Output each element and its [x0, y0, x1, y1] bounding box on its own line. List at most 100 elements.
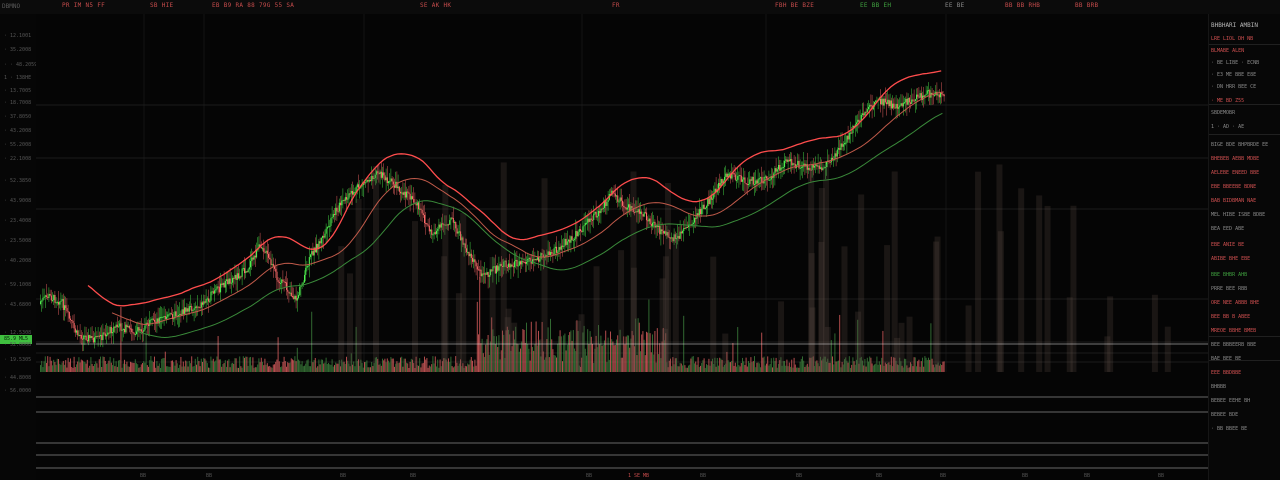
candle-body — [533, 259, 535, 261]
volume-bar — [692, 356, 694, 372]
sidebar-row[interactable]: EBE BBEEBE BDNE — [1211, 184, 1257, 190]
sidebar-row[interactable]: · ME BD Z55 — [1211, 98, 1245, 104]
volume-bar — [940, 363, 941, 372]
volume-bar — [545, 357, 547, 372]
candle-body — [923, 95, 925, 97]
toolbar-item[interactable]: EB B9 RA 88 79G 55 SA — [212, 2, 295, 9]
sidebar-row[interactable]: ABIBE BHE EBE — [1211, 256, 1251, 262]
toolbar-item[interactable]: FBH BE BZE — [775, 2, 815, 9]
sidebar-row[interactable]: BEBEE BDE — [1211, 412, 1239, 418]
candle-body — [221, 283, 223, 285]
sidebar-row[interactable]: BHEBEB AEBB MDBE — [1211, 156, 1260, 162]
candle-body — [112, 332, 114, 334]
volume-bar — [304, 365, 305, 372]
candle-body — [53, 294, 55, 301]
sidebar-row[interactable]: MEL HIBE ISBE BDBE — [1211, 212, 1266, 218]
candle-body — [757, 178, 759, 184]
sidebar-row[interactable]: EEE BBDBBE — [1211, 370, 1242, 376]
sidebar-row[interactable]: ORE NEE ABBB BHE — [1211, 300, 1260, 306]
candle-body — [568, 239, 570, 242]
volume-bar — [227, 360, 229, 372]
volume-bar — [536, 345, 538, 372]
sidebar-row[interactable]: 1 · AD · AE — [1211, 124, 1245, 130]
sidebar-row[interactable]: MREOE BBHE BMEB — [1211, 328, 1257, 334]
candle-body — [143, 330, 145, 332]
toolbar-item[interactable]: EE BE — [945, 2, 965, 9]
sidebar-row[interactable]: · BB BBEE BE — [1211, 426, 1248, 432]
volume-bar — [750, 357, 752, 372]
candle-body — [326, 226, 328, 229]
volume-bar — [83, 361, 85, 372]
sidebar-row[interactable]: BAB BIDBMAN NAE — [1211, 198, 1257, 204]
sidebar-row[interactable]: · DN HRR BEE CE — [1211, 84, 1257, 90]
volume-bar — [752, 361, 754, 372]
volume-bar — [196, 364, 197, 372]
candle-body — [770, 176, 772, 180]
candle-body — [504, 260, 506, 262]
volume-bar — [975, 171, 982, 372]
candle-body — [248, 267, 250, 270]
volume-bar — [625, 336, 627, 372]
candle-body — [52, 300, 54, 302]
volume-bar — [942, 361, 944, 372]
sidebar-row[interactable]: BBE BHBR AHB — [1211, 272, 1248, 278]
time-axis-label: BB — [1022, 473, 1029, 479]
sidebar-row[interactable]: · E3 ME BBE E8E — [1211, 72, 1257, 78]
volume-bar — [290, 358, 292, 372]
candle-body — [763, 177, 765, 184]
sidebar-row[interactable]: AELEBE ENEED BBE — [1211, 170, 1260, 176]
chart-background — [36, 14, 1208, 480]
toolbar-item[interactable]: FR — [612, 2, 620, 9]
volume-bar — [887, 363, 889, 372]
candle-body — [869, 104, 871, 107]
sidebar-row[interactable]: SBDEMOBR — [1211, 110, 1236, 116]
price-axis-label: · 23.4008 — [4, 218, 32, 224]
volume-bar — [853, 361, 855, 372]
sidebar-row[interactable]: BAE BEE BE — [1211, 356, 1242, 362]
sidebar-row[interactable]: LRE LIOL DH NB — [1211, 36, 1254, 42]
volume-bar — [860, 356, 862, 372]
sidebar-row[interactable]: BLMABE ALEN — [1211, 48, 1245, 54]
sidebar-row[interactable]: BEE BBBEERB BBE — [1211, 342, 1257, 348]
candle-body — [906, 98, 908, 105]
candlestick-chart[interactable] — [36, 14, 1208, 480]
candle-body — [72, 320, 74, 324]
toolbar-item[interactable]: BB BRB — [1075, 2, 1099, 9]
volume-bar — [920, 361, 922, 372]
candle-body — [456, 228, 458, 234]
sidebar-row[interactable]: EBE ANIE BE — [1211, 242, 1245, 248]
volume-bar — [620, 357, 622, 372]
volume-bar — [413, 363, 415, 372]
volume-bar — [557, 343, 559, 372]
volume-bar — [76, 364, 77, 372]
volume-bar — [737, 327, 739, 372]
volume-bar — [581, 357, 583, 372]
sidebar-row[interactable]: BEE BB B ABEE — [1211, 314, 1251, 320]
volume-bar — [469, 359, 471, 372]
candle-body — [671, 237, 673, 239]
candle-body — [686, 226, 688, 228]
candle-body — [188, 306, 190, 312]
toolbar-item[interactable]: BB BB RHB — [1005, 2, 1041, 9]
volume-bar — [941, 364, 943, 372]
sidebar-row[interactable]: BEBEE EEHE BH — [1211, 398, 1251, 404]
sidebar-row[interactable]: BEA EED ABE — [1211, 226, 1245, 232]
sidebar-row[interactable]: PRRE BEE RBB — [1211, 286, 1248, 292]
toolbar-item[interactable]: PR IM N5 FF — [62, 2, 106, 9]
candle-body — [319, 241, 321, 244]
sidebar-row[interactable]: BIGE BDE BHPBRDE EE — [1211, 142, 1269, 148]
volume-bar — [524, 342, 526, 372]
volume-bar — [1066, 297, 1073, 372]
volume-bar — [943, 361, 945, 372]
sidebar-row[interactable]: BHBBB — [1211, 384, 1227, 390]
toolbar-item[interactable]: SE AK HK — [420, 2, 452, 9]
volume-bar — [322, 359, 323, 372]
candle-body — [580, 229, 582, 232]
candle-body — [47, 296, 49, 298]
sidebar-row[interactable]: · BE LIBE · ECNB — [1211, 60, 1260, 66]
toolbar-item[interactable]: EE BB EH — [860, 2, 892, 9]
volume-bar — [448, 358, 449, 372]
candle-body — [624, 207, 626, 209]
toolbar-item[interactable]: SB HIE — [150, 2, 174, 9]
volume-bar — [724, 365, 725, 372]
